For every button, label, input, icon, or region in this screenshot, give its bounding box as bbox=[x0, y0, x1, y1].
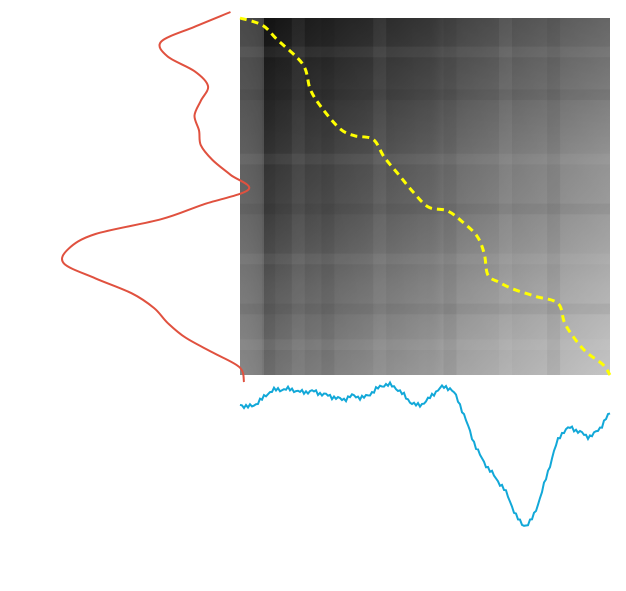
cost-matrix bbox=[240, 18, 610, 375]
cost-matrix-stripes bbox=[240, 18, 610, 375]
cost-stripe-horizontal bbox=[240, 153, 610, 165]
warping-path bbox=[239, 16, 612, 376]
cost-stripe-vertical bbox=[547, 18, 561, 375]
cost-stripe-horizontal bbox=[240, 203, 610, 215]
cost-matrix-shade-vertical bbox=[240, 18, 610, 375]
cost-stripe-horizontal bbox=[240, 253, 610, 265]
cost-stripe-vertical bbox=[321, 18, 335, 375]
cost-stripe-horizontal bbox=[240, 339, 610, 350]
cost-stripe-vertical bbox=[262, 18, 276, 375]
cost-stripe-horizontal bbox=[240, 46, 610, 58]
cost-stripe-vertical bbox=[443, 18, 457, 375]
cost-matrix-left-band bbox=[240, 18, 264, 375]
horizontal-signal-curve bbox=[239, 380, 611, 527]
cost-stripe-vertical bbox=[291, 18, 305, 375]
vertical-signal-curve bbox=[61, 11, 251, 383]
cost-stripe-horizontal bbox=[240, 303, 610, 315]
cost-stripe-vertical bbox=[499, 18, 512, 375]
cost-stripe-horizontal bbox=[240, 89, 610, 101]
cost-stripe-vertical bbox=[373, 18, 387, 375]
